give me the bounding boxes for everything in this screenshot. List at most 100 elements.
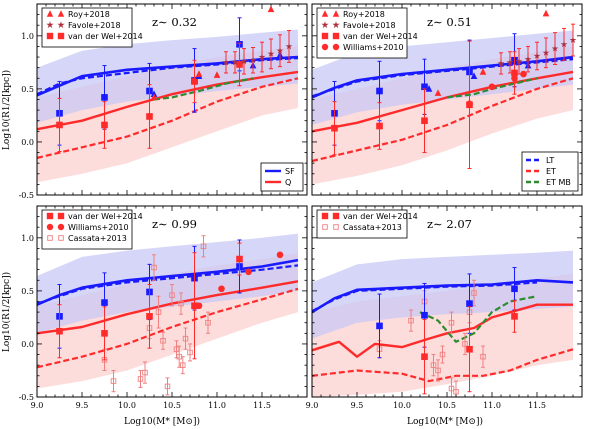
favole-point-marker xyxy=(285,42,293,50)
panel-top-right: z∼ 0.51 Roy+2018 Favole+2018 van der Wel+20… xyxy=(311,3,583,196)
cassata-point-marker xyxy=(160,338,166,344)
vdw-q-point-marker xyxy=(421,117,428,125)
legend-marker-square xyxy=(57,212,65,220)
x-tick-label: 9.0 xyxy=(306,401,319,410)
legend-marker-star xyxy=(332,21,340,29)
legend-label: Roy+2018 xyxy=(68,10,110,19)
y-tick-label: 1.0 xyxy=(21,234,34,243)
lt-median-dashed xyxy=(312,58,574,98)
vdw-sf-point-marker xyxy=(101,299,108,306)
legend-label: Favole+2018 xyxy=(343,21,396,30)
legend2-label: ET xyxy=(546,167,556,176)
panels-group: -0.5 0.0 0.5 1.0 z∼ 0.32 Roy+2018 Favole+2018 v… xyxy=(19,3,583,410)
williams-point xyxy=(245,268,252,276)
vdw-sf-point-marker xyxy=(466,300,473,307)
legend-label: van der Wel+2014 xyxy=(68,32,143,41)
cassata-point-marker xyxy=(142,369,148,376)
lt-median-dashed xyxy=(37,57,299,96)
vdw-q-point-marker xyxy=(511,69,518,77)
legend-label: Williams+2010 xyxy=(68,223,129,232)
vdw-q-point-marker xyxy=(421,353,428,360)
x-tick-label: 11.0 xyxy=(483,401,501,410)
vdw-q-point-marker xyxy=(146,113,153,120)
legend-marker-star xyxy=(57,21,65,29)
cassata-point-marker xyxy=(137,376,144,382)
cassata-point-marker xyxy=(151,264,157,271)
legend-marker-square xyxy=(321,212,329,220)
favole-point-marker xyxy=(551,45,559,52)
x-tick-label: 10.5 xyxy=(163,401,181,410)
williams-point xyxy=(511,74,518,82)
legend-label: Cassata+2013 xyxy=(343,223,402,232)
cassata-point-marker xyxy=(462,341,468,347)
vdw-sf-point-marker xyxy=(511,285,518,293)
x-tick-label: 10.5 xyxy=(438,401,456,410)
cassata-point-marker xyxy=(169,292,175,298)
vdw-q-point-marker xyxy=(236,255,243,263)
cassata-point-marker xyxy=(439,351,446,358)
x-tick-label: 9.0 xyxy=(31,401,44,410)
lt-median-dashed xyxy=(37,264,299,305)
y-tick-label: 0.0 xyxy=(21,340,34,349)
legend-marker-open-square xyxy=(47,235,53,241)
cassata-point-marker xyxy=(178,300,184,307)
legend-label: Williams+2010 xyxy=(343,43,404,52)
cassata-point-marker xyxy=(448,385,455,392)
legend-marker-star xyxy=(321,21,329,29)
vdw-q-point-marker xyxy=(101,330,108,337)
vdw-sf-point-marker xyxy=(376,87,383,95)
legend2-label: ET MB xyxy=(546,178,571,187)
favole-point-marker xyxy=(506,58,514,66)
vdw-sf-point-marker xyxy=(421,311,428,319)
q-median-line xyxy=(37,70,299,131)
cassata-point-marker xyxy=(453,388,459,395)
vdw-q-point-marker xyxy=(146,313,153,320)
cassata-point-marker xyxy=(480,353,486,360)
roy-q-point xyxy=(150,93,158,101)
vdw-q-point-marker xyxy=(511,313,518,320)
williams-point xyxy=(488,83,496,91)
legend2-label: LT xyxy=(546,156,554,165)
cassata-point-marker xyxy=(435,367,441,374)
legend-box xyxy=(41,7,133,48)
vdw-q-point-marker xyxy=(331,124,338,132)
x-tick-label: 10.0 xyxy=(393,401,411,410)
favole-point-marker xyxy=(222,58,230,66)
y-tick-label: 1.0 xyxy=(21,32,34,41)
williams-point xyxy=(218,285,225,293)
legend-label: van der Wel+2014 xyxy=(343,212,418,221)
lt-median-dashed xyxy=(312,281,538,313)
cassata-point-marker xyxy=(200,243,207,250)
legend-marker-open-square xyxy=(333,224,339,230)
legend-marker-circle xyxy=(57,223,65,231)
x-axis-label: Log10(M* [M⊙]) xyxy=(124,416,200,427)
vdw-q-point-marker xyxy=(376,122,383,130)
favole-point-marker xyxy=(533,52,541,59)
vdw-q-point-marker xyxy=(56,121,63,129)
vdw-q-point-marker xyxy=(56,327,63,335)
favole-point-marker xyxy=(267,50,275,57)
legend-marker-open-square xyxy=(58,235,64,241)
vdw-q-point-marker xyxy=(191,78,198,85)
plot-area xyxy=(312,250,574,397)
panel-bottom-right: 9.0 9.5 10.0 10.5 11.0 11.5 z∼ 2.07 van der Wel… xyxy=(306,205,583,410)
legend-marker-circle xyxy=(46,223,54,231)
favole-point-marker xyxy=(569,36,577,43)
vdw-q-point-marker xyxy=(101,121,108,129)
x-tick-label: 11.5 xyxy=(253,401,271,410)
panel-bottom-left: 9.0 9.5 10.0 10.5 11.0 11.5 -0.5 0.0 0.5 1.0 z∼ 0.… xyxy=(19,205,308,410)
cassata-point-marker xyxy=(187,349,193,356)
favole-point-marker xyxy=(240,57,248,65)
favole-point-marker xyxy=(542,49,550,56)
legend2-box xyxy=(260,162,304,192)
vdw-sf-point-marker xyxy=(421,83,428,91)
legend-label: van der Wel+2014 xyxy=(343,32,418,41)
legend-marker-circle xyxy=(321,43,329,51)
plot-area xyxy=(37,233,299,396)
legend-marker-square xyxy=(46,212,54,220)
plot-area xyxy=(312,9,577,185)
vdw-q-point-marker xyxy=(466,345,473,353)
y-axis-label-top: Log10(R1/2[kpc]) xyxy=(1,70,12,150)
panel-top-left: -0.5 0.0 0.5 1.0 z∼ 0.32 Roy+2018 Favole+2018 v… xyxy=(19,3,308,200)
vdw-sf-point-marker xyxy=(376,322,383,330)
